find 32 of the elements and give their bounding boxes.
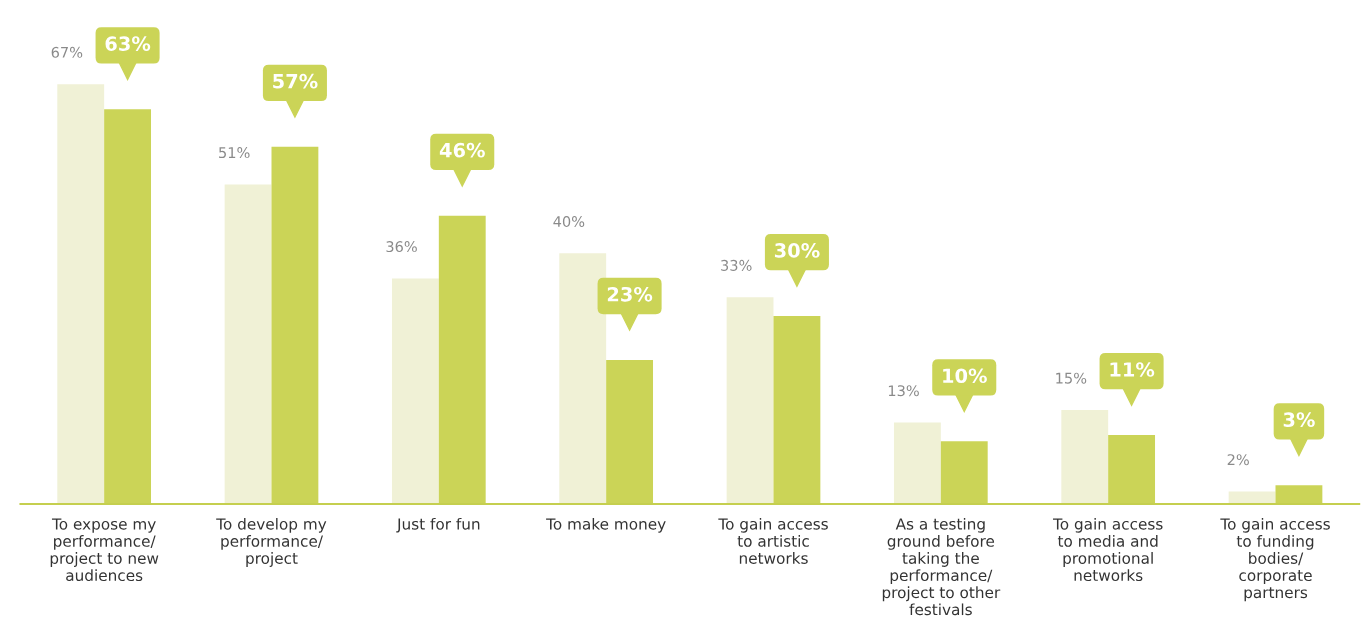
bar (559, 253, 607, 505)
bar (391, 278, 439, 505)
bar (1061, 410, 1109, 505)
x-tick-label: To gain access to artistic networks (718, 517, 828, 564)
data-label: 63% (105, 36, 151, 51)
bar (1228, 491, 1276, 505)
data-label: 30% (774, 243, 820, 258)
x-tick-label: As a testing ground before taking the performance/ project to other festivals (882, 517, 1001, 616)
data-label: 3% (1283, 412, 1315, 427)
data-label: 15% (1056, 372, 1087, 384)
x-tick-label: Just for fun (396, 517, 480, 533)
bar (57, 84, 105, 505)
data-label: 23% (607, 286, 653, 302)
data-label: 51% (219, 147, 250, 159)
x-tick-label: To expose my performance/ project to new audiences (50, 518, 159, 582)
bar (893, 422, 941, 505)
data-label: 13% (888, 385, 919, 397)
data-label: 40% (553, 215, 585, 228)
data-label: 2% (1227, 454, 1249, 466)
data-label: 46% (439, 142, 485, 158)
data-label: 36% (386, 241, 417, 253)
data-label: 10% (943, 368, 987, 384)
data-label: 33% (721, 259, 752, 271)
data-label: 67% (51, 46, 83, 58)
x-tick-label: To make money (546, 517, 666, 533)
data-label: 57% (273, 73, 318, 89)
bar (224, 184, 272, 505)
data-label: 11% (1110, 362, 1155, 377)
x-tick-label: To gain access to funding bodies/ corporate partners (1220, 517, 1330, 602)
bar (726, 297, 774, 505)
x-tick-label: To gain access to media and promotional networks (1052, 517, 1163, 582)
x-tick-label: To develop my performance/ project (216, 517, 327, 567)
